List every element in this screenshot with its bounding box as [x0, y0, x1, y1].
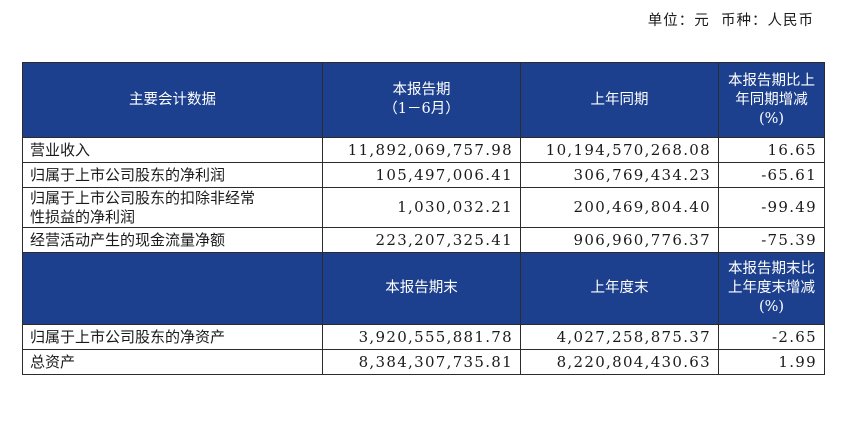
current-value: 1,030,032.21	[322, 187, 521, 228]
prior-value: 200,469,804.40	[520, 187, 719, 228]
header-yoy-change: 本报告期比上 年同期增减 (%)	[718, 62, 825, 138]
table-row-total-assets: 总资产 8,384,307,735.81 8,220,804,430.63 1.…	[22, 349, 825, 375]
unit-currency-line: 单位：元 币种：人民币	[648, 9, 814, 30]
prior-value: 8,220,804,430.63	[520, 349, 719, 375]
row-label: 归属于上市公司股东的扣除非经常 性损益的净利润	[22, 187, 323, 228]
current-value: 11,892,069,757.98	[322, 137, 521, 163]
row-label: 总资产	[22, 349, 323, 375]
table-row-net-assets: 归属于上市公司股东的净资产 3,920,555,881.78 4,027,258…	[22, 324, 825, 350]
row-label: 归属于上市公司股东的净利润	[22, 162, 323, 188]
header-main-data: 主要会计数据	[22, 62, 323, 138]
table-row-net-profit: 归属于上市公司股东的净利润 105,497,006.41 306,769,434…	[22, 162, 825, 188]
current-value: 8,384,307,735.81	[322, 349, 521, 375]
unit-value: 元	[694, 13, 710, 29]
change-value: 1.99	[718, 349, 825, 375]
currency-value: 人民币	[767, 13, 814, 29]
change-value: -75.39	[718, 227, 825, 253]
header-empty	[22, 252, 323, 325]
change-value: -65.61	[718, 162, 825, 188]
key-financial-data-table: 主要会计数据 本报告期 （1－6月） 上年同期 本报告期比上 年同期增减 (%)…	[22, 62, 825, 375]
current-value: 105,497,006.41	[322, 162, 521, 188]
table-row-operating-cash-flow: 经营活动产生的现金流量净额 223,207,325.41 906,960,776…	[22, 227, 825, 253]
row-label: 营业收入	[22, 137, 323, 163]
current-value: 223,207,325.41	[322, 227, 521, 253]
header-period-end-change: 本报告期末比 上年度末增减 (%)	[718, 252, 825, 325]
header-row-period: 主要会计数据 本报告期 （1－6月） 上年同期 本报告期比上 年同期增减 (%)	[22, 62, 825, 138]
header-row-period-end: 本报告期末 上年度末 本报告期末比 上年度末增减 (%)	[22, 252, 825, 325]
prior-value: 10,194,570,268.08	[520, 137, 719, 163]
current-value: 3,920,555,881.78	[322, 324, 521, 350]
change-value: -2.65	[718, 324, 825, 350]
prior-value: 4,027,258,875.37	[520, 324, 719, 350]
prior-value: 906,960,776.37	[520, 227, 719, 253]
prior-value: 306,769,434.23	[520, 162, 719, 188]
change-value: -99.49	[718, 187, 825, 228]
header-current-period-end: 本报告期末	[322, 252, 521, 325]
header-current-period: 本报告期 （1－6月）	[322, 62, 521, 138]
currency-label: 币种：	[721, 13, 768, 29]
row-label: 经营活动产生的现金流量净额	[22, 227, 323, 253]
row-label: 归属于上市公司股东的净资产	[22, 324, 323, 350]
header-prior-year-end: 上年度末	[520, 252, 719, 325]
table-row-revenue: 营业收入 11,892,069,757.98 10,194,570,268.08…	[22, 137, 825, 163]
change-value: 16.65	[718, 137, 825, 163]
header-prior-period: 上年同期	[520, 62, 719, 138]
unit-label: 单位：	[647, 13, 695, 29]
table-row-adjusted-net-profit: 归属于上市公司股东的扣除非经常 性损益的净利润 1,030,032.21 200…	[22, 187, 825, 228]
